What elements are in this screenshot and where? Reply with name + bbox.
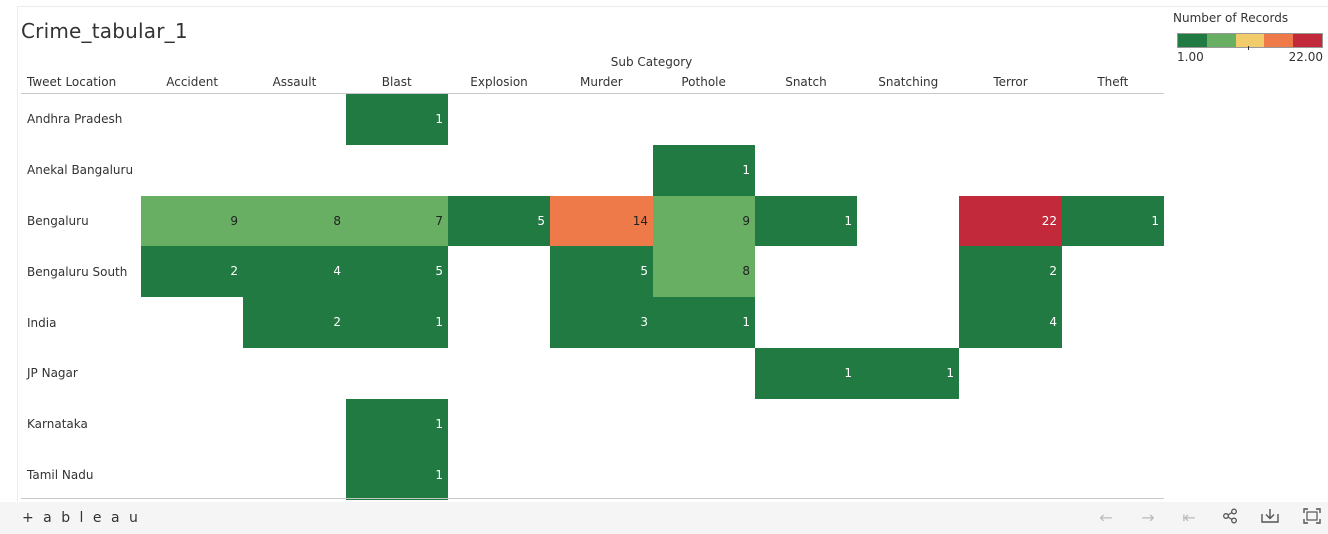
legend-swatch bbox=[1293, 34, 1322, 47]
column-header-blast[interactable]: Blast bbox=[381, 75, 412, 89]
revert-icon[interactable]: ⇤ bbox=[1182, 508, 1196, 527]
column-group-label: Sub Category bbox=[610, 55, 693, 69]
heatmap-cell[interactable]: 4 bbox=[243, 246, 346, 297]
heatmap-cell[interactable]: 22 bbox=[959, 196, 1062, 246]
legend-min-label: 1.00 bbox=[1177, 50, 1204, 64]
heatmap-cell[interactable]: 5 bbox=[448, 196, 550, 246]
heatmap-cell[interactable]: 1 bbox=[346, 450, 448, 500]
heatmap-cell[interactable]: 1 bbox=[653, 145, 755, 196]
column-header-accident[interactable]: Accident bbox=[166, 75, 219, 89]
legend-swatch bbox=[1178, 34, 1207, 47]
row-label[interactable]: Bengaluru South bbox=[27, 264, 128, 279]
bottom-divider bbox=[21, 498, 1164, 499]
viz-frame bbox=[17, 6, 1328, 501]
heatmap-cell[interactable]: 1 bbox=[755, 196, 857, 246]
legend-swatch bbox=[1235, 34, 1265, 47]
legend-swatch bbox=[1206, 34, 1236, 47]
row-label[interactable]: Andhra Pradesh bbox=[27, 112, 123, 127]
column-header-snatch[interactable]: Snatch bbox=[785, 75, 827, 89]
heatmap-cell[interactable]: 1 bbox=[346, 399, 448, 450]
heatmap-cell[interactable]: 5 bbox=[550, 246, 653, 297]
download-icon[interactable] bbox=[1259, 508, 1281, 528]
column-header-pothole[interactable]: Pothole bbox=[681, 75, 726, 89]
redo-icon[interactable]: → bbox=[1141, 508, 1155, 527]
heatmap-cell[interactable]: 4 bbox=[959, 297, 1062, 348]
legend-tick bbox=[1248, 46, 1249, 50]
legend-swatch bbox=[1264, 34, 1294, 47]
column-header-explosion[interactable]: Explosion bbox=[470, 75, 528, 89]
heatmap-cell[interactable]: 2 bbox=[959, 246, 1062, 297]
heatmap-cell[interactable]: 1 bbox=[857, 348, 959, 399]
row-label[interactable]: India bbox=[27, 315, 57, 330]
tableau-logo[interactable]: + a b l e a u bbox=[22, 510, 141, 526]
row-label[interactable]: Tamil Nadu bbox=[27, 468, 94, 482]
undo-icon[interactable]: ← bbox=[1099, 508, 1113, 527]
row-label[interactable]: Karnataka bbox=[27, 417, 88, 432]
column-header-terror[interactable]: Terror bbox=[993, 75, 1028, 89]
heatmap-cell[interactable]: 9 bbox=[141, 196, 243, 246]
column-header-murder[interactable]: Murder bbox=[580, 75, 623, 89]
row-label[interactable]: Bengaluru bbox=[27, 214, 89, 228]
row-label[interactable]: JP Nagar bbox=[27, 366, 78, 381]
heatmap-cell[interactable]: 1 bbox=[346, 94, 448, 145]
heatmap-cell[interactable]: 8 bbox=[243, 196, 346, 246]
heatmap-cell[interactable]: 2 bbox=[141, 246, 243, 297]
heatmap-cell[interactable]: 14 bbox=[550, 196, 653, 246]
heatmap-cell[interactable]: 3 bbox=[550, 297, 653, 348]
heatmap-cell[interactable]: 1 bbox=[346, 297, 448, 348]
heatmap-cell[interactable]: 7 bbox=[346, 196, 448, 246]
share-icon[interactable] bbox=[1219, 508, 1241, 528]
column-header-snatching[interactable]: Snatching bbox=[878, 75, 939, 89]
row-label[interactable]: Anekal Bangaluru bbox=[27, 163, 134, 178]
header-divider bbox=[21, 93, 1164, 94]
heatmap-cell[interactable]: 1 bbox=[653, 297, 755, 348]
legend-title: Number of Records bbox=[1173, 11, 1289, 25]
column-header-assault[interactable]: Assault bbox=[272, 75, 317, 89]
row-header-label: Tweet Location bbox=[27, 75, 117, 89]
legend-color-ramp[interactable] bbox=[1177, 33, 1323, 48]
page-title: Crime_tabular_1 bbox=[21, 19, 188, 43]
fullscreen-icon[interactable] bbox=[1301, 508, 1323, 528]
heatmap-cell[interactable]: 1 bbox=[755, 348, 857, 399]
heatmap-cell[interactable]: 1 bbox=[1062, 196, 1164, 246]
heatmap-cell[interactable]: 5 bbox=[346, 246, 448, 297]
heatmap-cell[interactable]: 9 bbox=[653, 196, 755, 246]
heatmap-cell[interactable]: 8 bbox=[653, 246, 755, 297]
heatmap-cell[interactable]: 2 bbox=[243, 297, 346, 348]
tableau-toolbar: + a b l e a u ← → ⇤ bbox=[0, 502, 1328, 534]
column-header-theft[interactable]: Theft bbox=[1097, 75, 1129, 89]
legend-max-label: 22.00 bbox=[1288, 50, 1323, 64]
